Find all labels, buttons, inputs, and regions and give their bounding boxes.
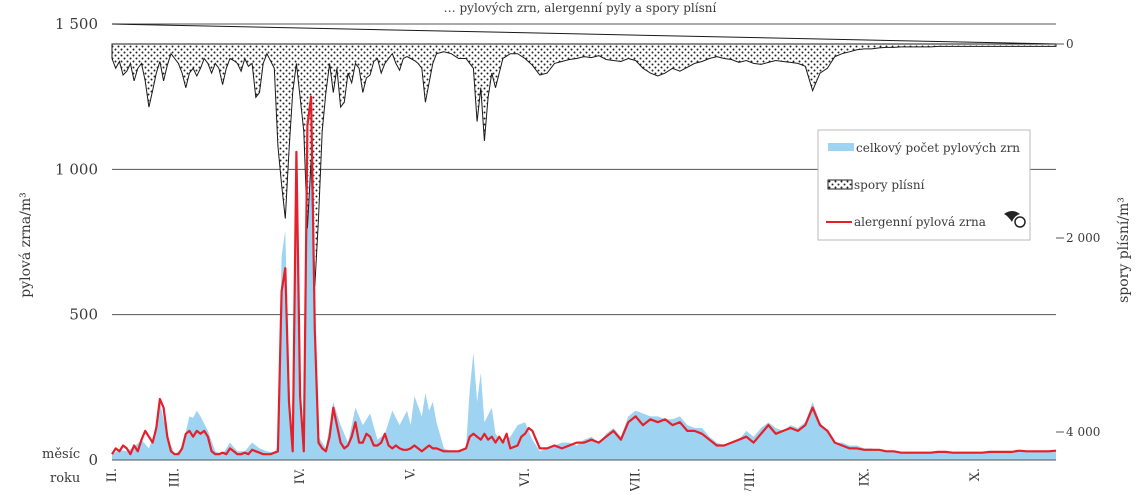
y-tick-right-2: 4 000 [1066,425,1100,439]
x-tick-month-6: VIII. [743,468,758,491]
y-axis-title-right: spory plísní/m³ [1116,197,1132,303]
spores-top-edge [111,23,1057,45]
legend: celkový počet pylových zrn spory plísní … [817,129,1031,241]
corner-label-year: roku [50,471,80,486]
x-tick-month-3: V. [404,468,419,480]
x-tick-month-5: VII. [629,468,644,491]
y-tick-left-2: 1 000 [55,160,98,178]
legend-label-mold-spores: spory plísní [854,178,925,192]
x-tick-month-0: II. [105,468,120,482]
series-line-allergenic-pollen [111,95,1057,456]
legend-swatch-mold-spores [827,179,853,190]
y-tick-left-3: 1 500 [55,15,98,33]
x-tick-month-7: IX. [857,468,872,487]
chart-title: … pylových zrn, alergenní pyly a spory p… [444,1,717,15]
corner-label-month: měsíc [42,447,80,462]
y-tick-right-0: 0 [1066,37,1074,51]
x-tick-month-1: III. [168,468,183,488]
y-tick-left-1: 500 [69,306,98,324]
legend-swatch-total-pollen [828,143,854,151]
series-layer [111,23,1057,460]
x-tick-month-4: VI. [518,468,533,488]
y-tick-left-0: 0 [88,451,98,469]
y-tick-right-1: 2 000 [1066,231,1100,245]
legend-label-total-pollen: celkový počet pylových zrn [856,141,1020,155]
series-area-mold-spores [111,43,1057,287]
legend-label-allergenic-pollen: alergenní pylová zrna [854,215,986,229]
y-axis-title-left: pylová zrna/m³ [18,192,34,298]
logo-icon [1004,211,1026,228]
axis-layer: 0 500 1 000 1 500 0 2 000 4 000 II. III. IV. V. VI.… [55,15,1100,495]
x-tick-month-2: IV. [293,468,308,484]
x-tick-month-8: X. [968,468,983,481]
